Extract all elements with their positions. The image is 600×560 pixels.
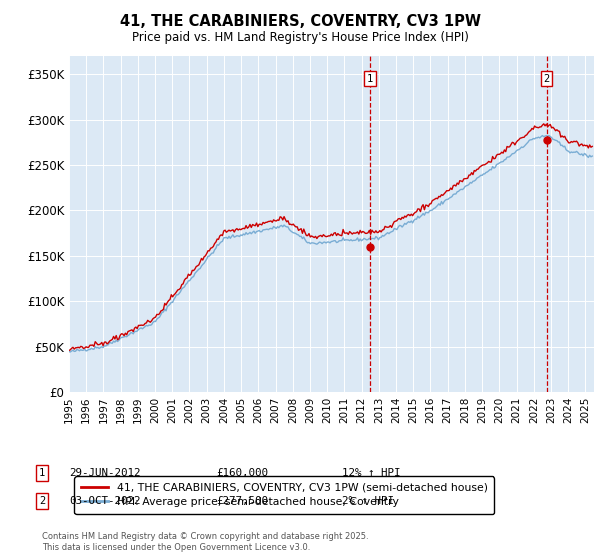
Text: 1: 1 — [39, 468, 45, 478]
Text: 12% ↑ HPI: 12% ↑ HPI — [342, 468, 401, 478]
Text: 2: 2 — [544, 74, 550, 83]
Text: 03-OCT-2022: 03-OCT-2022 — [69, 496, 140, 506]
Text: 29-JUN-2012: 29-JUN-2012 — [69, 468, 140, 478]
Text: 1: 1 — [367, 74, 373, 83]
Text: £160,000: £160,000 — [216, 468, 268, 478]
Text: 2% ↑ HPI: 2% ↑ HPI — [342, 496, 394, 506]
Text: £277,500: £277,500 — [216, 496, 268, 506]
Legend: 41, THE CARABINIERS, COVENTRY, CV3 1PW (semi-detached house), HPI: Average price: 41, THE CARABINIERS, COVENTRY, CV3 1PW (… — [74, 477, 494, 514]
Text: Price paid vs. HM Land Registry's House Price Index (HPI): Price paid vs. HM Land Registry's House … — [131, 31, 469, 44]
Text: 41, THE CARABINIERS, COVENTRY, CV3 1PW: 41, THE CARABINIERS, COVENTRY, CV3 1PW — [119, 14, 481, 29]
Text: 2: 2 — [39, 496, 45, 506]
Text: Contains HM Land Registry data © Crown copyright and database right 2025.
This d: Contains HM Land Registry data © Crown c… — [42, 532, 368, 552]
